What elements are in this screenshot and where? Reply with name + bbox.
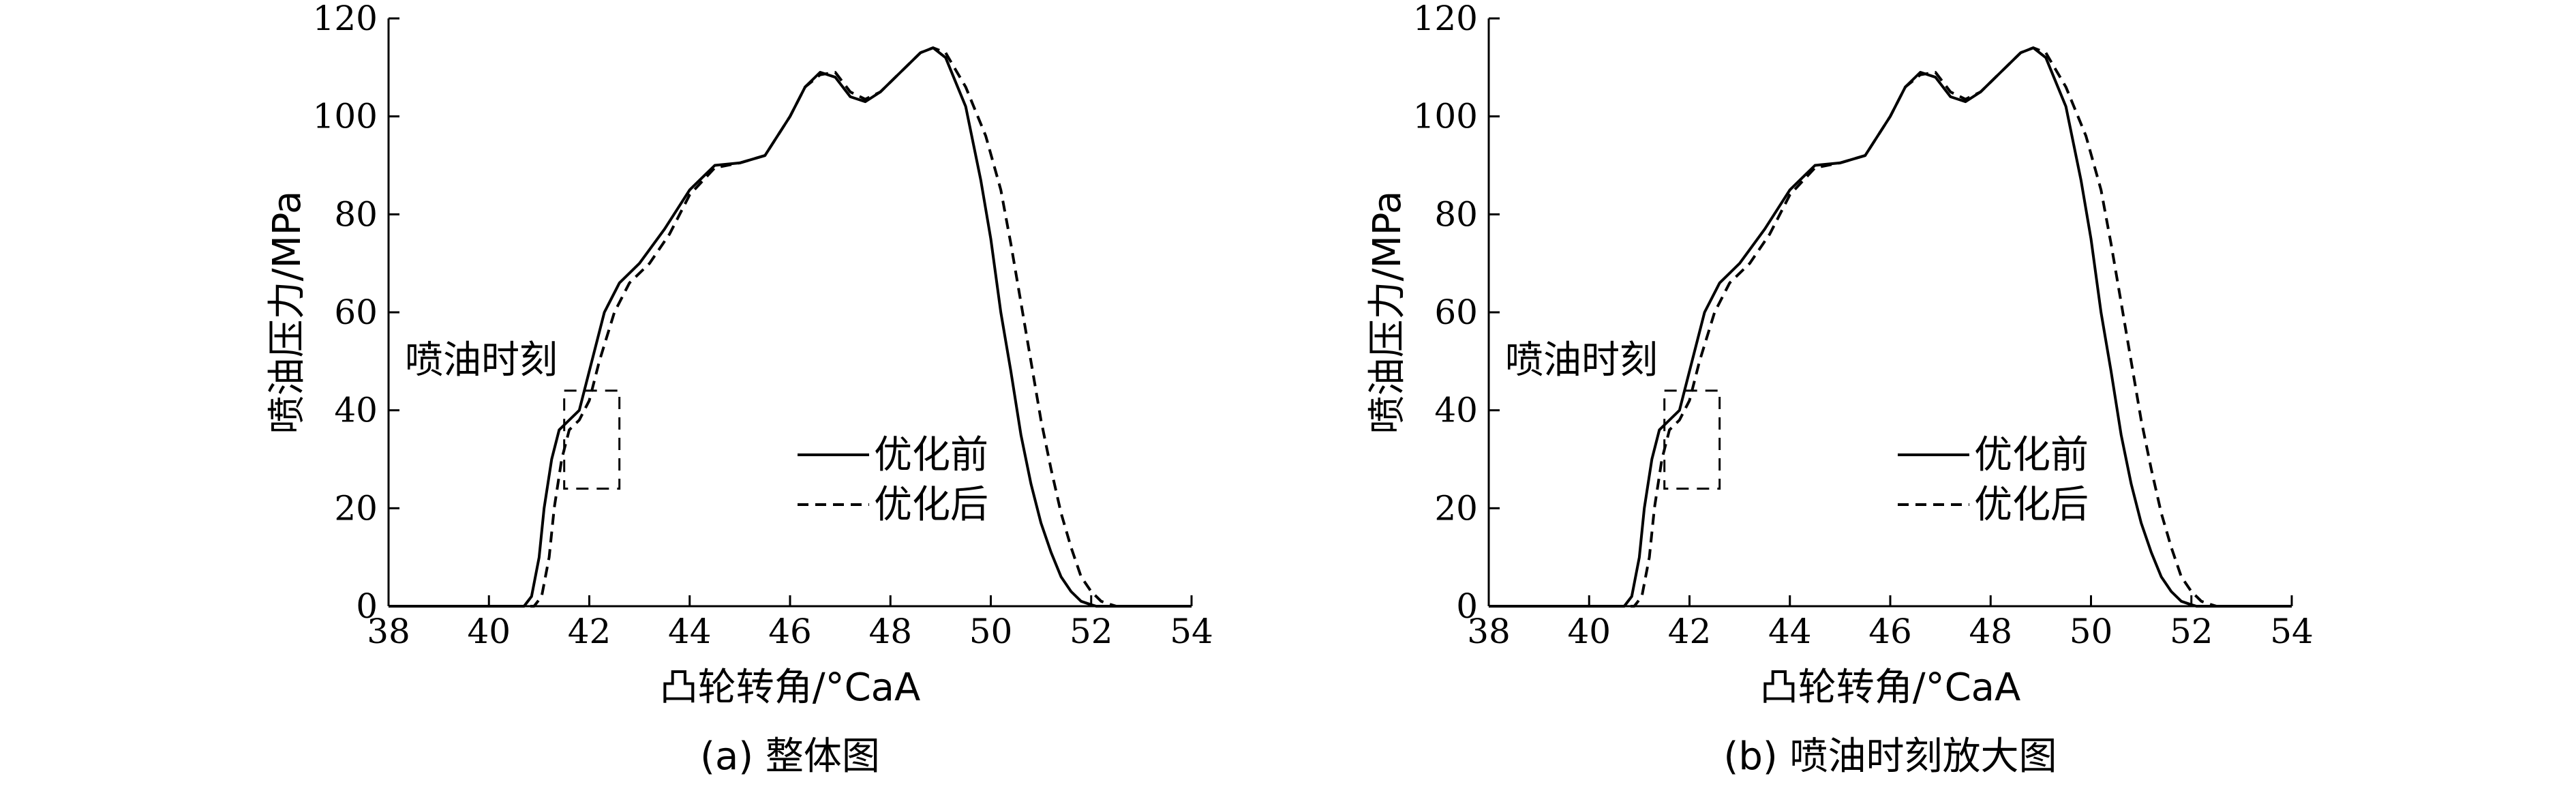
legend-label-before: 优化前 <box>874 433 988 477</box>
y-tick-label: 20 <box>1434 488 1478 528</box>
y-tick-label: 120 <box>313 0 378 38</box>
x-tick-label: 52 <box>2170 612 2213 651</box>
x-tick-label: 44 <box>1768 612 1812 651</box>
annotation-box <box>563 389 621 490</box>
chart-panel-a: 38 40 42 44 46 48 50 52 54 0 20 40 60 80 100 120 凸轮转角/°C… <box>265 0 1213 779</box>
series-line-after <box>389 46 1192 608</box>
y-axis-title: 喷油压力/MPa <box>265 191 309 434</box>
x-axis-title: 凸轮转角/°CaA <box>660 666 921 710</box>
y-tick-label: 60 <box>1434 293 1478 332</box>
y-tick-label: 60 <box>334 293 378 332</box>
y-tick-label: 80 <box>334 194 378 234</box>
x-tick-label: 46 <box>768 612 812 651</box>
x-tick-label: 40 <box>1567 612 1611 651</box>
x-axis-title: 凸轮转角/°CaA <box>1760 666 2021 710</box>
panel-caption: (a) 整体图 <box>700 734 880 779</box>
x-tick-label: 42 <box>568 612 611 651</box>
x-tick-label: 42 <box>1668 612 1712 651</box>
annotation-box <box>1663 389 1721 490</box>
series-line-before <box>1489 46 2292 608</box>
legend-label-before: 优化前 <box>1974 433 2089 477</box>
x-tick-label: 38 <box>1467 612 1511 651</box>
y-axis-title: 喷油压力/MPa <box>1365 191 1410 434</box>
y-tick-label: 100 <box>313 97 378 136</box>
annotation-label: 喷油时刻 <box>405 338 558 383</box>
y-tick-label: 80 <box>1434 194 1478 234</box>
chart-panel-b: 38 40 42 44 46 48 50 52 54 0 20 40 60 80 100 120 凸轮转角/°C… <box>1365 0 2314 779</box>
y-tick-label: 120 <box>1413 0 1478 38</box>
series-line-after <box>1489 46 2292 608</box>
x-tick-label: 38 <box>367 612 410 651</box>
legend-label-after: 优化后 <box>874 483 988 527</box>
legend-label-after: 优化后 <box>1974 483 2089 527</box>
x-tick-label: 54 <box>2270 612 2314 651</box>
panel-caption: (b) 喷油时刻放大图 <box>1723 734 2057 779</box>
x-tick-label: 48 <box>868 612 912 651</box>
y-tick-label: 0 <box>1456 586 1478 626</box>
y-tick-label: 40 <box>1434 391 1478 430</box>
y-tick-label: 40 <box>334 391 378 430</box>
x-tick-label: 50 <box>969 612 1013 651</box>
series-line-before <box>389 46 1192 608</box>
x-tick-label: 40 <box>467 612 511 651</box>
y-tick-label: 0 <box>356 586 378 626</box>
x-tick-label: 52 <box>1070 612 1113 651</box>
x-tick-label: 54 <box>1170 612 1213 651</box>
x-tick-label: 48 <box>1969 612 2012 651</box>
y-tick-label: 20 <box>334 488 378 528</box>
y-tick-label: 100 <box>1413 97 1478 136</box>
x-tick-label: 50 <box>2070 612 2113 651</box>
x-tick-label: 44 <box>668 612 712 651</box>
annotation-label: 喷油时刻 <box>1505 338 1658 383</box>
x-tick-label: 46 <box>1868 612 1912 651</box>
